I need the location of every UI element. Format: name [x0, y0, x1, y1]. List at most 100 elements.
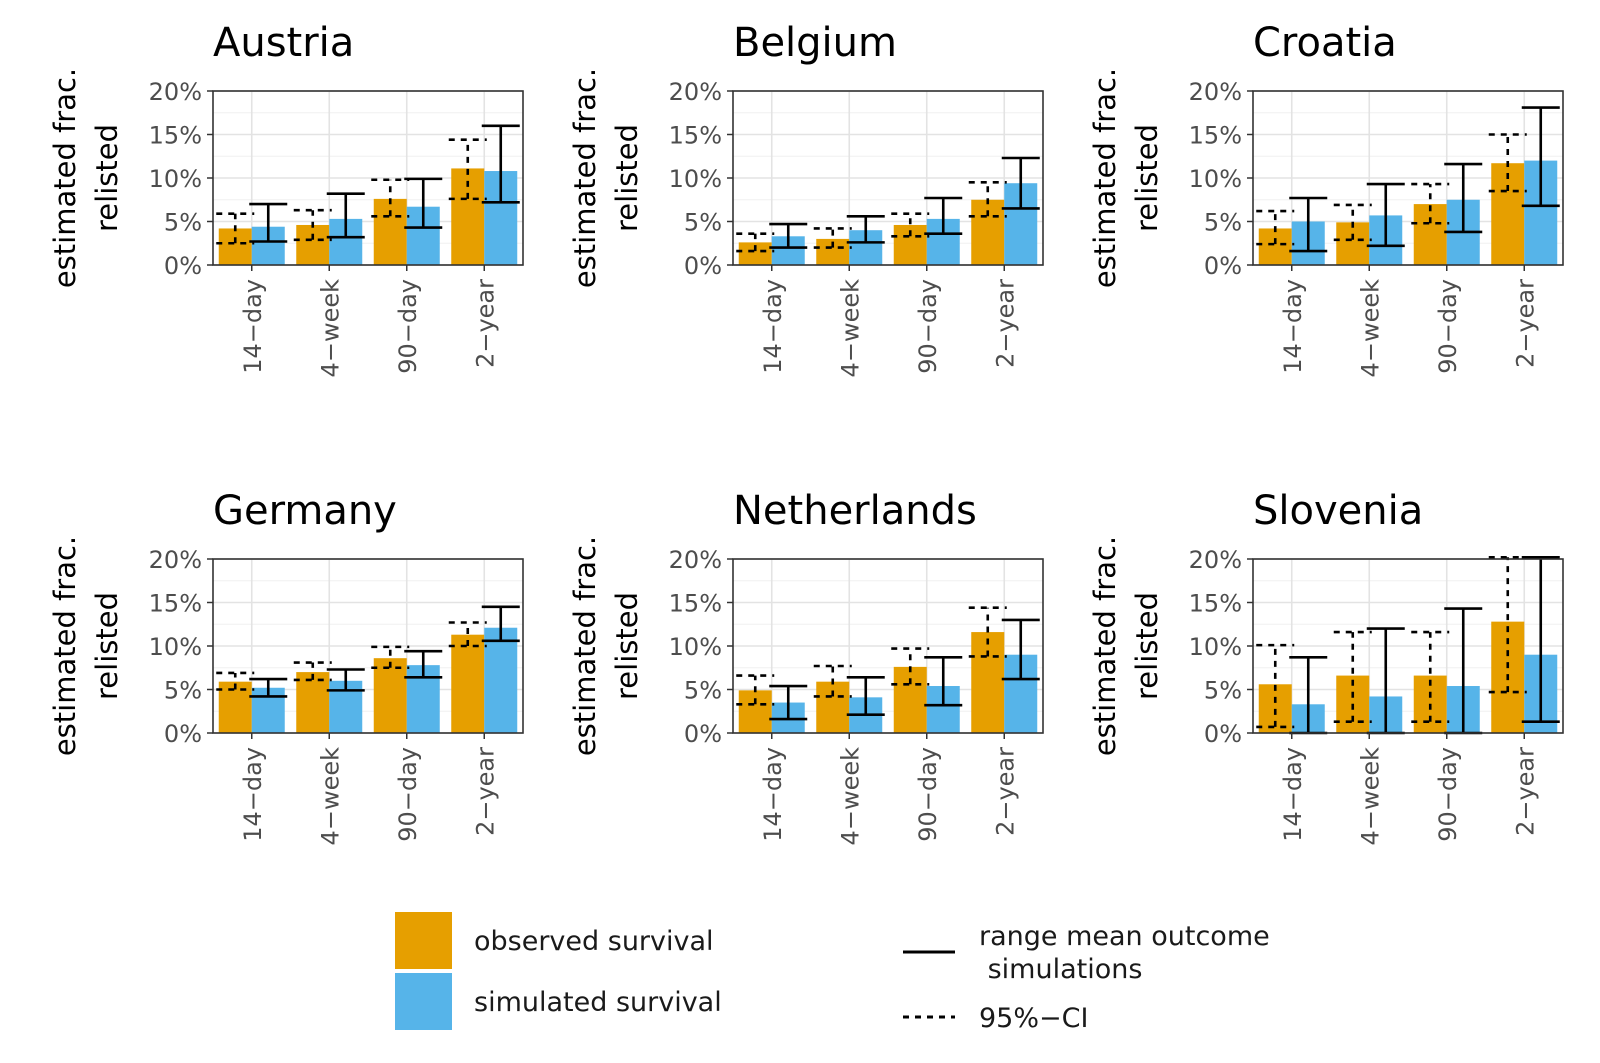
y-tick-label: 10%: [1189, 165, 1242, 193]
plot-border: [732, 558, 1044, 734]
y-tick-label: 20%: [1189, 78, 1242, 106]
plot-border: [212, 558, 524, 734]
y-axis-label: estimated frac. relisted: [1088, 68, 1164, 288]
bar-observed: [218, 228, 252, 265]
panel-title: Netherlands: [733, 488, 977, 534]
y-tick-label: 5%: [164, 209, 202, 237]
bar-observed: [1491, 163, 1525, 265]
legend-swatch-observed: [395, 912, 452, 969]
bar-observed: [971, 632, 1005, 733]
panel: Austria estimated frac. relisted 0% 5% 10% 15%…: [48, 20, 524, 378]
legend-swatch-simulated: [395, 973, 452, 1030]
y-axis-label-line: relisted: [90, 124, 124, 232]
y-tick-label: 20%: [149, 78, 202, 106]
legend-label-range-line-2: simulations: [979, 954, 1142, 985]
plot-border: [1252, 558, 1564, 734]
x-tick-label: 2−year: [991, 279, 1019, 368]
bar-observed: [971, 199, 1005, 265]
bar-simulated: [484, 627, 518, 733]
bar-observed: [738, 242, 772, 265]
x-tick-label: 2−year: [471, 279, 499, 368]
y-tick-label: 10%: [149, 165, 202, 193]
y-tick-label: 5%: [684, 677, 722, 705]
y-axis-label-line: estimated frac.: [568, 536, 602, 756]
y-axis-label-line: relisted: [1130, 124, 1164, 232]
y-tick-label: 20%: [149, 546, 202, 574]
y-tick-label: 0%: [1204, 252, 1242, 280]
x-tick-label: 14−day: [239, 747, 267, 842]
bar-observed: [373, 658, 407, 733]
legend-label-range-line-1: range mean outcome: [979, 921, 1270, 952]
bar-observed: [816, 681, 850, 733]
legend-label-range: range mean outcome simulations: [979, 921, 1278, 985]
y-tick-label: 10%: [669, 165, 722, 193]
y-tick-label: 0%: [684, 720, 722, 748]
x-tick-label: 2−year: [471, 747, 499, 836]
y-axis-label-line: relisted: [610, 124, 644, 232]
y-tick-label: 20%: [1189, 546, 1242, 574]
x-tick-label: 90−day: [394, 279, 422, 374]
y-tick-label: 15%: [669, 590, 722, 618]
y-axis-label: estimated frac. relisted: [48, 536, 124, 756]
panel-title: Croatia: [1253, 20, 1397, 66]
legend-label-observed: observed survival: [474, 926, 714, 957]
bar-observed: [296, 672, 330, 733]
y-axis-label-line: estimated frac.: [568, 68, 602, 288]
x-tick-label: 4−week: [1356, 747, 1384, 846]
y-tick-label: 5%: [164, 677, 202, 705]
bar-observed: [1336, 222, 1370, 265]
x-tick-label: 14−day: [1279, 279, 1307, 374]
x-tick-label: 90−day: [914, 747, 942, 842]
panel: Netherlands estimated frac. relisted 0% 5% 10…: [568, 488, 1044, 846]
y-tick-label: 5%: [1204, 677, 1242, 705]
y-tick-label: 10%: [149, 633, 202, 661]
y-axis-label-line: relisted: [1130, 592, 1164, 700]
panel-title: Slovenia: [1253, 488, 1423, 534]
y-tick-label: 5%: [1204, 209, 1242, 237]
bar-observed: [738, 690, 772, 733]
y-axis-label-line: relisted: [90, 592, 124, 700]
bar-observed: [1258, 228, 1292, 265]
y-tick-label: 0%: [164, 720, 202, 748]
panel: Germany estimated frac. relisted 0% 5% 10% 15%…: [48, 488, 524, 846]
x-tick-label: 4−week: [1356, 279, 1384, 378]
y-axis-label-line: estimated frac.: [1088, 68, 1122, 288]
x-tick-label: 4−week: [836, 279, 864, 378]
y-tick-label: 10%: [1189, 633, 1242, 661]
y-tick-label: 20%: [669, 546, 722, 574]
plot-border: [1252, 90, 1564, 266]
y-tick-label: 15%: [149, 590, 202, 618]
x-tick-label: 2−year: [1511, 747, 1539, 836]
bar-observed: [296, 224, 330, 265]
y-axis-label: estimated frac. relisted: [568, 68, 644, 288]
y-tick-label: 20%: [669, 78, 722, 106]
legend: observed survival simulated survival ran…: [395, 912, 1278, 1034]
x-tick-label: 2−year: [991, 747, 1019, 836]
bar-observed: [1413, 204, 1447, 265]
x-tick-label: 14−day: [759, 279, 787, 374]
panel: Belgium estimated frac. relisted 0% 5% 10% 15%…: [568, 20, 1044, 378]
x-tick-label: 14−day: [239, 279, 267, 374]
y-tick-label: 15%: [1189, 590, 1242, 618]
x-tick-label: 90−day: [1434, 279, 1462, 374]
y-axis-label: estimated frac. relisted: [48, 68, 124, 288]
y-tick-label: 0%: [1204, 720, 1242, 748]
y-axis-label-line: relisted: [610, 592, 644, 700]
y-axis-label: estimated frac. relisted: [1088, 536, 1164, 756]
y-axis-label-line: estimated frac.: [1088, 536, 1122, 756]
legend-label-ci: 95%−CI: [979, 1003, 1088, 1034]
x-tick-label: 4−week: [836, 747, 864, 846]
x-tick-label: 14−day: [759, 747, 787, 842]
x-tick-label: 14−day: [1279, 747, 1307, 842]
x-tick-label: 90−day: [1434, 747, 1462, 842]
legend-label-simulated: simulated survival: [474, 987, 722, 1018]
y-tick-label: 15%: [1189, 122, 1242, 150]
x-tick-label: 4−week: [316, 747, 344, 846]
y-tick-label: 5%: [684, 209, 722, 237]
panel: Slovenia estimated frac. relisted 0% 5% 10% 15…: [1088, 488, 1564, 846]
x-tick-label: 4−week: [316, 279, 344, 378]
panel-title: Germany: [213, 488, 397, 534]
x-tick-label: 90−day: [914, 279, 942, 374]
